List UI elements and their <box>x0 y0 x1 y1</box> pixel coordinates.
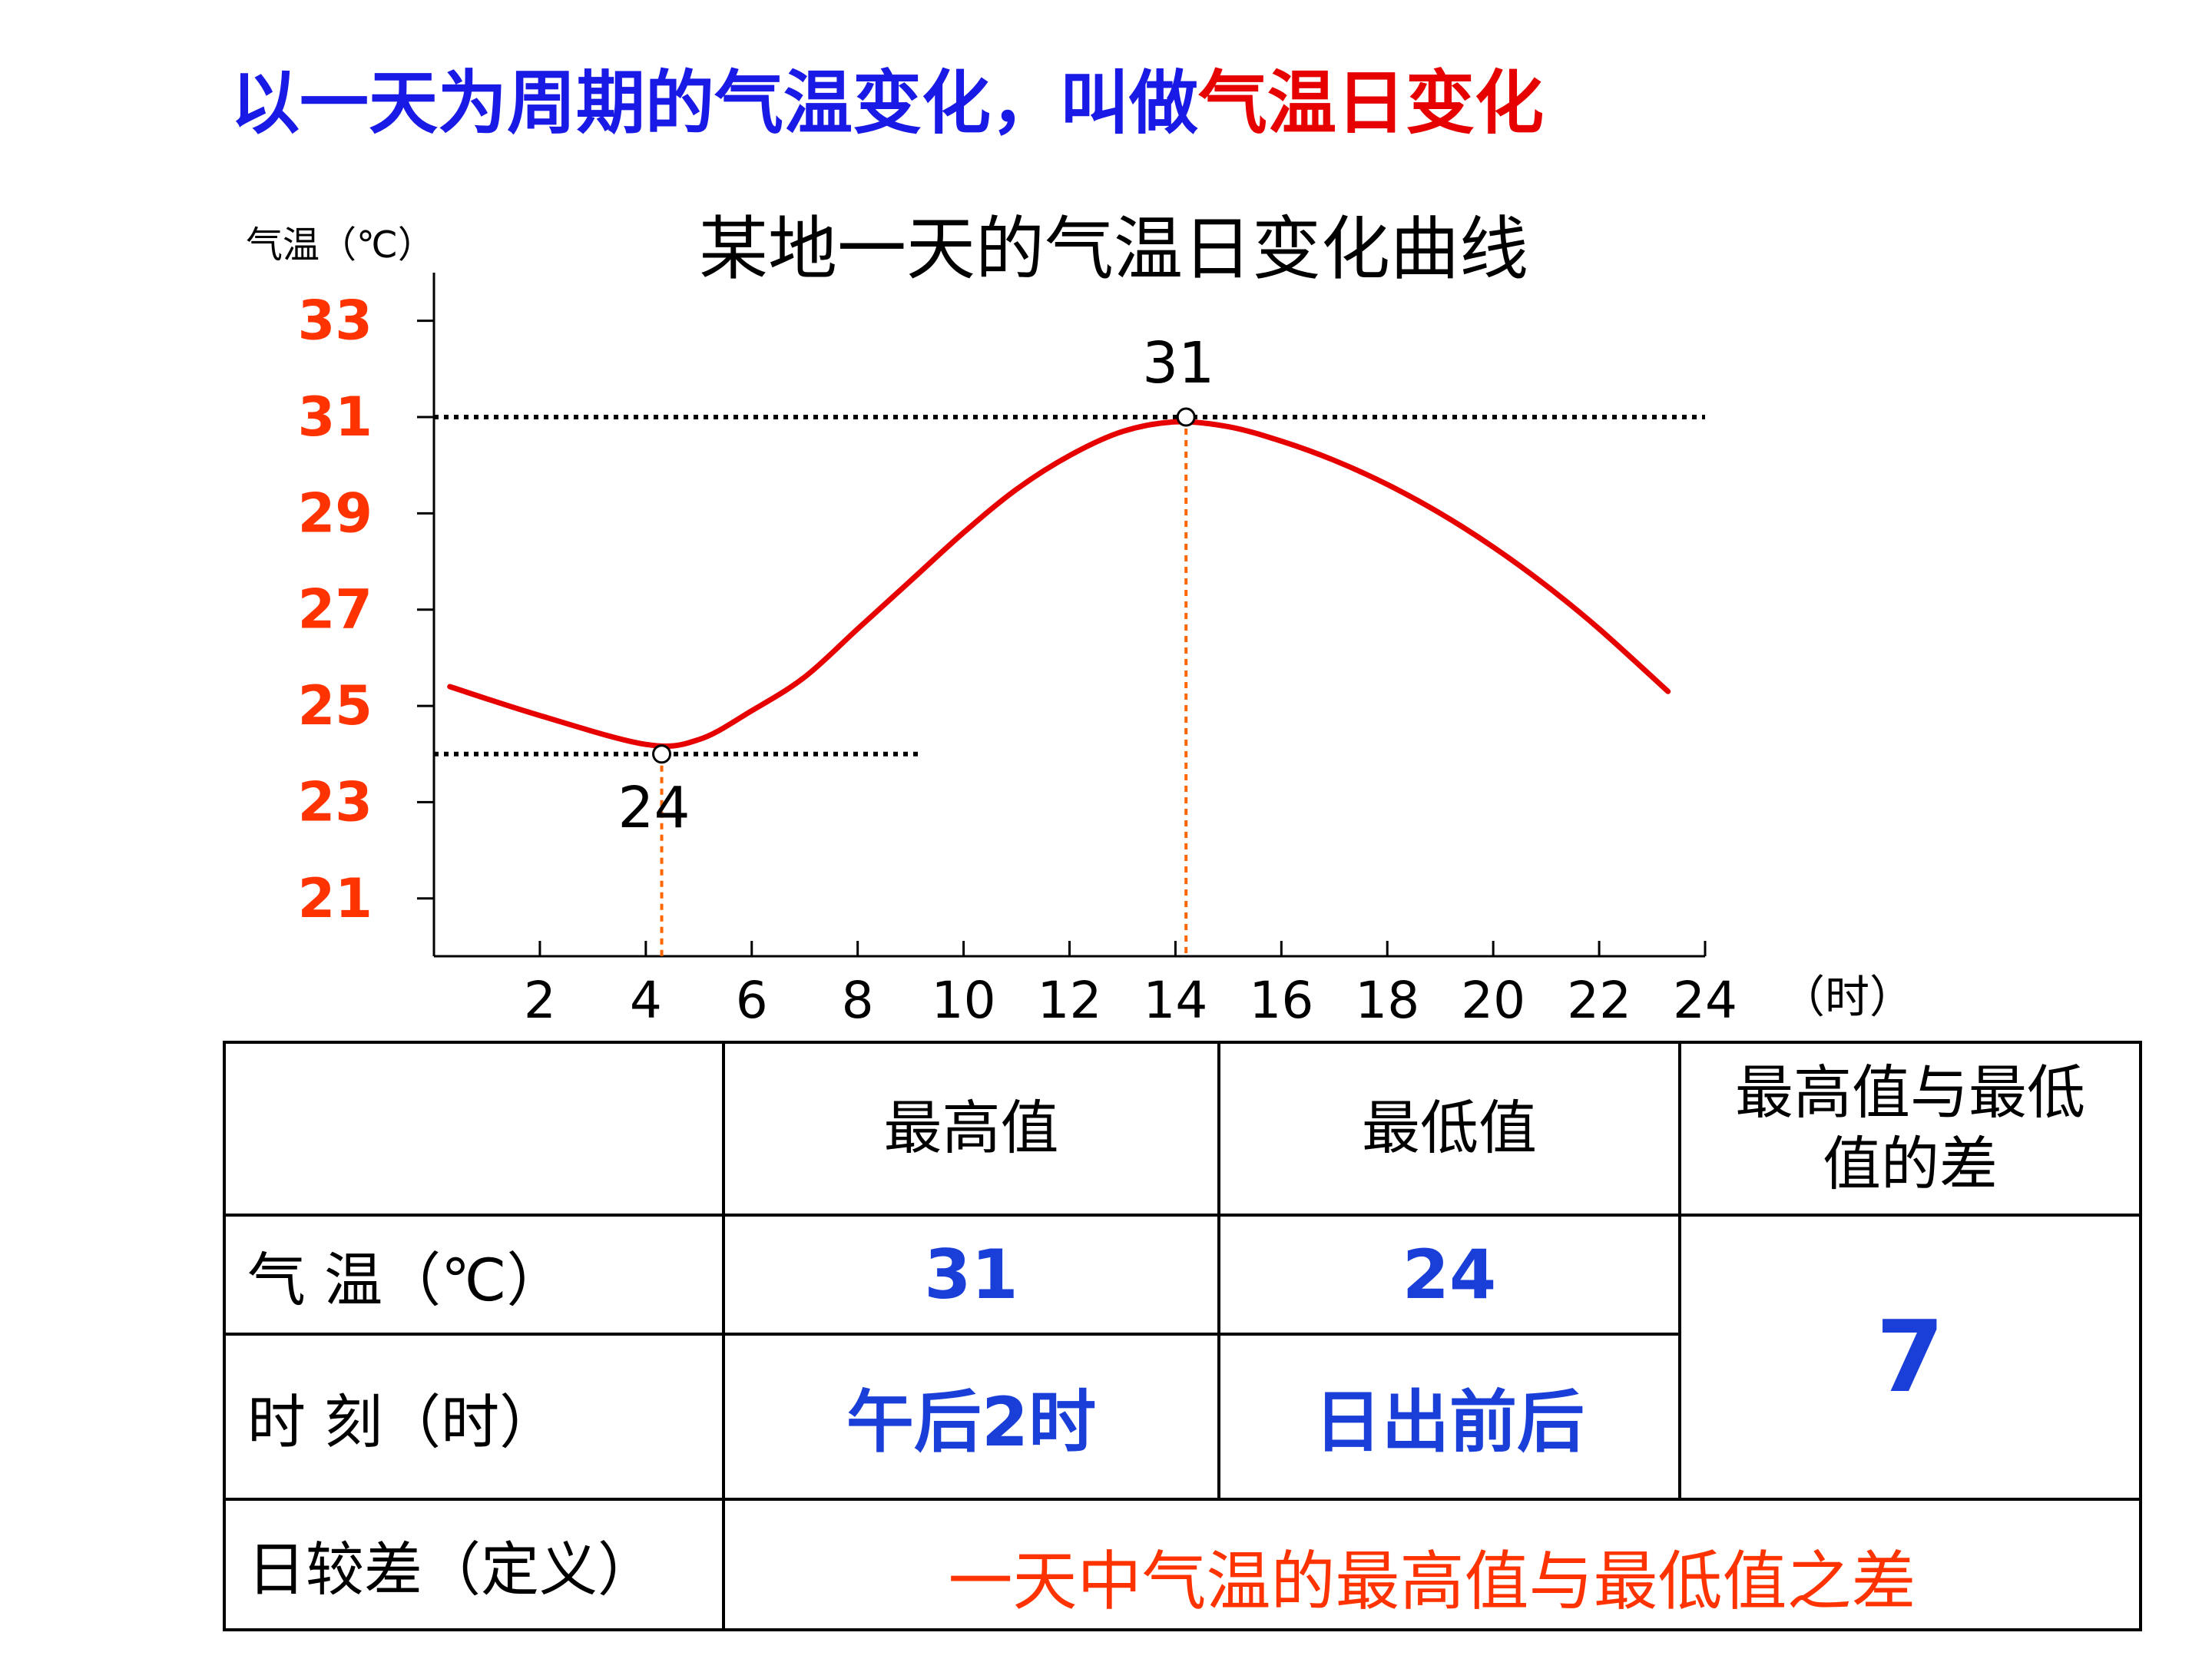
daily-range-definition: 一天中气温的最高值与最低值之差 <box>722 1498 2142 1631</box>
headline-part-1: 以一天为周期的气温变化，叫做 <box>230 63 1198 144</box>
row-label-temperature: 气 温（℃） <box>223 1214 725 1336</box>
time-max-value: 午后2时 <box>722 1333 1220 1501</box>
x-tick-label: 16 <box>1249 971 1313 1029</box>
y-axis-label: 气温（℃） <box>246 224 435 267</box>
data-point-label: 24 <box>618 775 690 841</box>
y-tick-label: 33 <box>298 290 373 353</box>
y-tick-label: 21 <box>298 867 373 930</box>
table-row-time: 时 刻（时） 午后2时 日出前后 <box>223 1333 2141 1501</box>
x-axis-label: （时） <box>1780 971 1914 1023</box>
x-tick-label: 24 <box>1673 971 1737 1029</box>
row-label-daily-range: 日较差（定义） <box>223 1498 725 1631</box>
data-point-marker <box>1176 407 1196 427</box>
temperature-series-line <box>447 419 1671 750</box>
y-tick-label: 25 <box>298 674 373 737</box>
y-tick-label: 31 <box>298 386 373 449</box>
temperature-max-value: 31 <box>722 1214 1220 1336</box>
y-tick-label: 29 <box>298 482 373 545</box>
header-cell-max: 最高值 <box>722 1041 1220 1217</box>
table-row-temperature: 气 温（℃） 31 24 7 <box>223 1214 2142 1501</box>
y-tick-label: 27 <box>298 578 373 641</box>
x-tick-label: 8 <box>842 971 874 1029</box>
header-cell-empty <box>223 1041 725 1217</box>
x-tick-label: 10 <box>932 971 996 1029</box>
headline-part-2: 气温日变化 <box>1198 63 1544 144</box>
x-tick-label: 22 <box>1567 971 1631 1029</box>
header-diff-text: 最高值与最低值的差 <box>1735 1058 2085 1198</box>
y-tick-label: 23 <box>298 770 373 833</box>
header-cell-diff: 最高值与最低值的差 <box>1678 1041 2142 1217</box>
x-tick-label: 18 <box>1355 971 1419 1029</box>
x-tick-label: 4 <box>630 971 662 1029</box>
summary-table: 最高值 最低值 最高值与最低值的差 气 温（℃） 31 24 7 时 刻（时） … <box>223 1041 2142 1631</box>
x-tick-label: 14 <box>1143 971 1207 1029</box>
table-header-row: 最高值 最低值 最高值与最低值的差 <box>223 1041 2142 1217</box>
x-tick-label: 6 <box>736 971 768 1029</box>
row-label-time: 时 刻（时） <box>223 1333 725 1501</box>
data-point-label: 31 <box>1142 330 1214 396</box>
chart-title: 某地一天的气温日变化曲线 <box>699 209 1528 290</box>
page-headline: 以一天为周期的气温变化，叫做气温日变化 <box>230 69 1544 138</box>
data-point-marker <box>652 744 672 764</box>
table-row-daily-range: 日较差（定义） 一天中气温的最高值与最低值之差 <box>223 1498 2142 1631</box>
x-tick-label: 12 <box>1038 971 1102 1029</box>
header-cell-min: 最低值 <box>1217 1041 1681 1217</box>
x-tick-label: 2 <box>524 971 556 1029</box>
temperature-range-value: 7 <box>1678 1214 2142 1501</box>
x-tick-label: 20 <box>1461 971 1525 1029</box>
time-min-value: 日出前后 <box>1217 1333 1681 1501</box>
temperature-min-value: 24 <box>1217 1214 1681 1336</box>
